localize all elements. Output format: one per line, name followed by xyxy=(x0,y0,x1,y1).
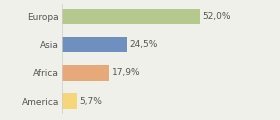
Text: 52,0%: 52,0% xyxy=(203,12,231,21)
Text: 24,5%: 24,5% xyxy=(129,40,158,49)
Bar xyxy=(62,9,200,24)
Text: 5,7%: 5,7% xyxy=(80,97,102,106)
Text: 17,9%: 17,9% xyxy=(112,68,141,77)
Bar xyxy=(62,37,127,52)
Bar xyxy=(62,65,109,81)
Bar xyxy=(62,93,77,109)
